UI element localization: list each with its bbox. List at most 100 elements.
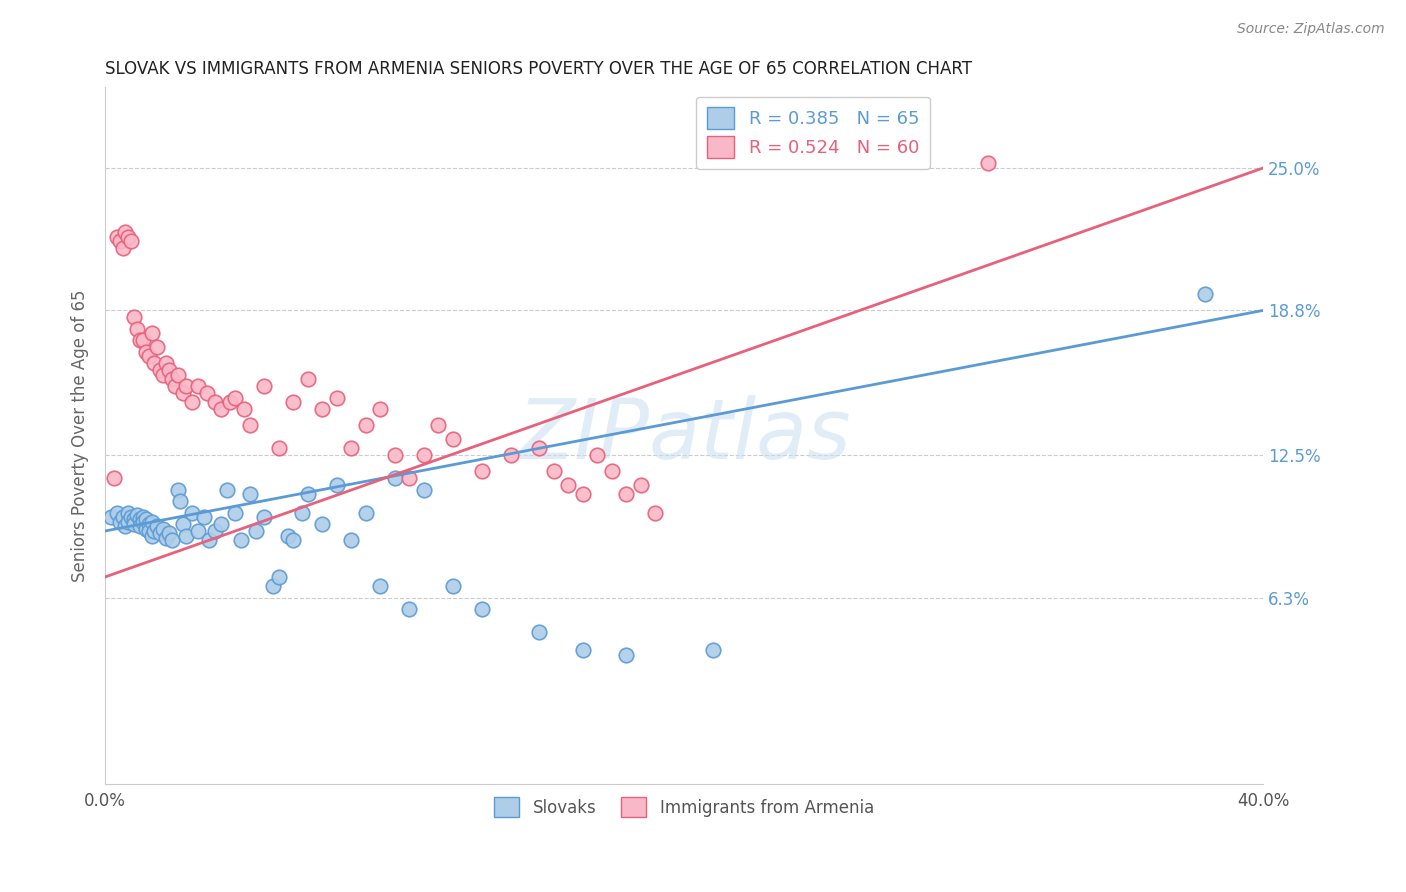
Point: [146, 340, 169, 354]
Point: [143, 356, 166, 370]
Point: [122, 512, 145, 526]
Point: [129, 512, 152, 526]
Point: [253, 510, 276, 524]
Point: [100, 510, 122, 524]
Point: [169, 494, 191, 508]
Point: [157, 526, 180, 541]
Point: [132, 510, 155, 524]
Point: [103, 471, 125, 485]
Point: [297, 487, 319, 501]
Point: [291, 506, 314, 520]
Point: [267, 442, 290, 456]
Point: [499, 448, 522, 462]
Point: [326, 478, 349, 492]
Point: [141, 326, 163, 341]
Point: [181, 395, 204, 409]
Point: [471, 602, 494, 616]
Point: [172, 386, 194, 401]
Point: [354, 506, 377, 520]
Point: [141, 515, 163, 529]
Point: [135, 522, 157, 536]
Point: [117, 230, 139, 244]
Point: [129, 333, 152, 347]
Point: [557, 478, 579, 492]
Point: [311, 402, 333, 417]
Point: [122, 310, 145, 325]
Point: [204, 524, 226, 538]
Point: [135, 512, 157, 526]
Point: [283, 395, 305, 409]
Point: [702, 643, 724, 657]
Point: [166, 368, 188, 382]
Point: [163, 379, 186, 393]
Point: [427, 418, 450, 433]
Point: [630, 478, 652, 492]
Point: [117, 506, 139, 520]
Point: [614, 487, 637, 501]
Point: [155, 531, 177, 545]
Point: [1194, 287, 1216, 301]
Point: [138, 349, 160, 363]
Point: [160, 533, 183, 548]
Point: [111, 510, 134, 524]
Point: [384, 471, 406, 485]
Point: [172, 517, 194, 532]
Point: [245, 524, 267, 538]
Point: [174, 379, 197, 393]
Y-axis label: Seniors Poverty Over the Age of 65: Seniors Poverty Over the Age of 65: [72, 289, 89, 582]
Point: [215, 483, 238, 497]
Point: [600, 464, 623, 478]
Point: [132, 333, 155, 347]
Point: [586, 448, 609, 462]
Point: [155, 356, 177, 370]
Point: [233, 402, 256, 417]
Point: [412, 448, 434, 462]
Point: [441, 432, 464, 446]
Point: [529, 442, 551, 456]
Point: [231, 533, 253, 548]
Point: [283, 533, 305, 548]
Point: [135, 344, 157, 359]
Point: [129, 519, 152, 533]
Point: [138, 517, 160, 532]
Point: [398, 471, 420, 485]
Text: ZIPatlas: ZIPatlas: [517, 395, 851, 476]
Point: [267, 570, 290, 584]
Point: [120, 235, 142, 249]
Point: [412, 483, 434, 497]
Point: [224, 506, 246, 520]
Point: [132, 515, 155, 529]
Point: [297, 372, 319, 386]
Point: [125, 322, 148, 336]
Text: Source: ZipAtlas.com: Source: ZipAtlas.com: [1237, 22, 1385, 37]
Point: [138, 524, 160, 538]
Text: SLOVAK VS IMMIGRANTS FROM ARMENIA SENIORS POVERTY OVER THE AGE OF 65 CORRELATION: SLOVAK VS IMMIGRANTS FROM ARMENIA SENIOR…: [105, 60, 972, 78]
Point: [209, 402, 232, 417]
Point: [157, 363, 180, 377]
Point: [340, 533, 363, 548]
Point: [149, 526, 172, 541]
Point: [224, 391, 246, 405]
Point: [354, 418, 377, 433]
Point: [398, 602, 420, 616]
Point: [239, 418, 262, 433]
Point: [193, 510, 215, 524]
Point: [572, 487, 595, 501]
Point: [108, 235, 131, 249]
Point: [166, 483, 188, 497]
Point: [125, 508, 148, 522]
Point: [160, 372, 183, 386]
Point: [441, 579, 464, 593]
Point: [114, 225, 136, 239]
Point: [368, 402, 391, 417]
Point: [326, 391, 349, 405]
Point: [340, 442, 363, 456]
Point: [114, 519, 136, 533]
Legend: Slovaks, Immigrants from Armenia: Slovaks, Immigrants from Armenia: [488, 790, 880, 824]
Point: [117, 515, 139, 529]
Point: [152, 368, 174, 382]
Point: [262, 579, 284, 593]
Point: [146, 519, 169, 533]
Point: [368, 579, 391, 593]
Point: [614, 648, 637, 662]
